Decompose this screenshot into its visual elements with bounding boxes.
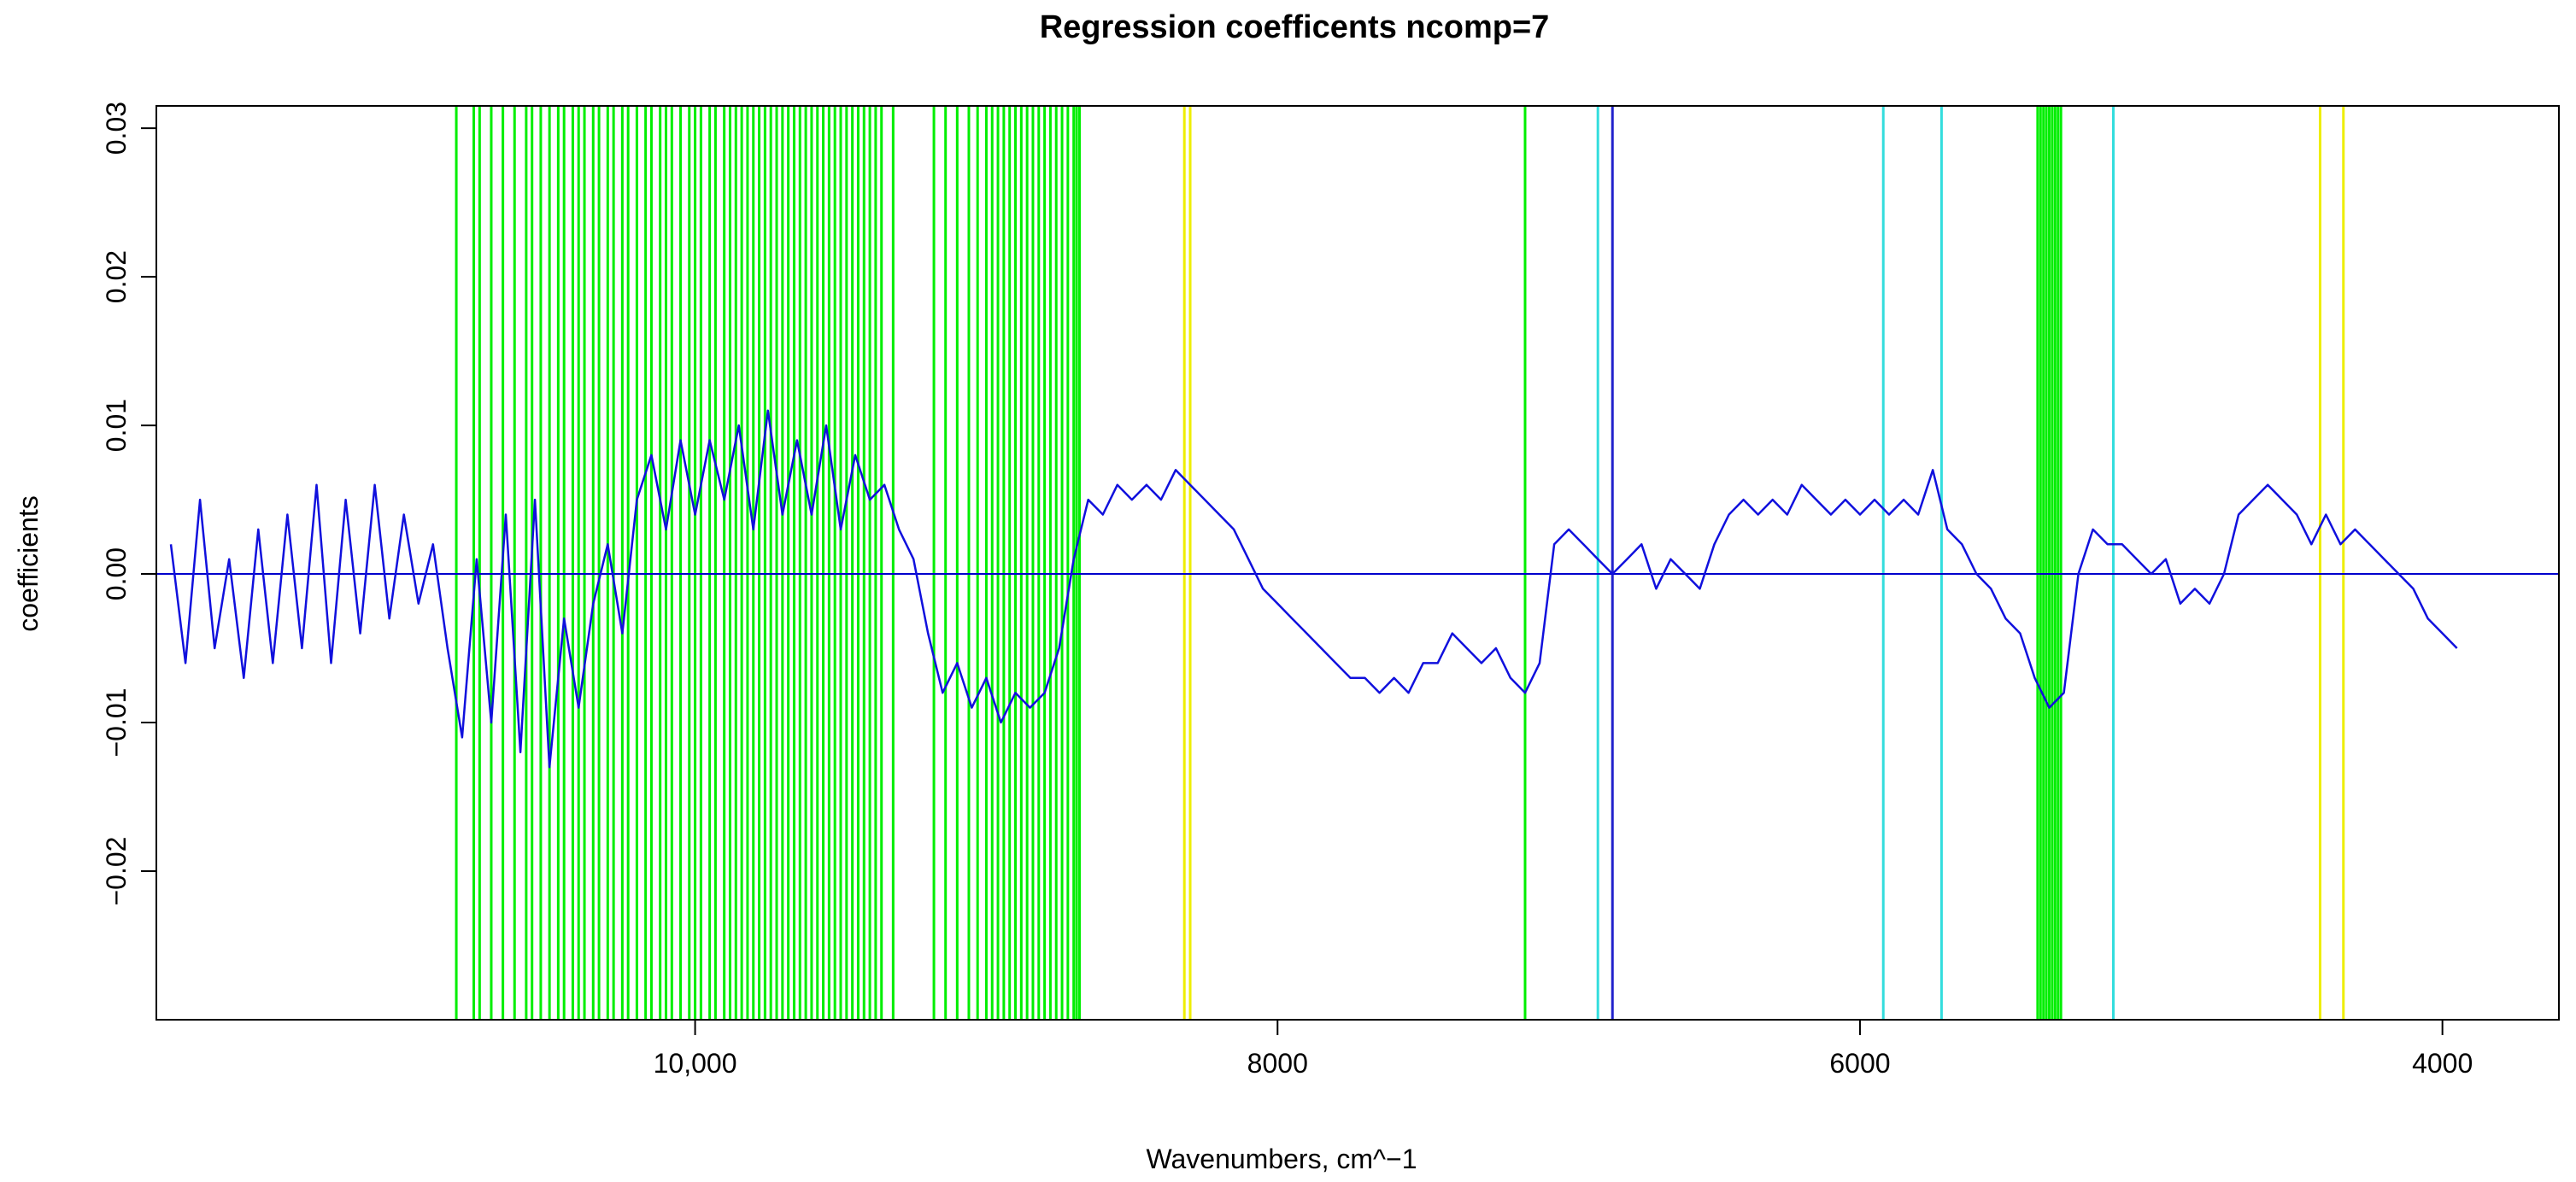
x-axis: 10,000 8000 6000 4000 <box>654 1020 2473 1079</box>
y-axis: −0.02 −0.01 0.00 0.01 0.02 0.03 <box>101 102 156 906</box>
highlight-lines <box>455 106 2345 1020</box>
y-tick-label-3: 0.01 <box>101 399 132 452</box>
x-tick-label-0: 10,000 <box>654 1048 737 1079</box>
plot-frame <box>155 105 2560 1021</box>
series-line-0 <box>169 409 2458 769</box>
y-tick-label-2: 0.00 <box>101 547 132 600</box>
y-tick-label-5: 0.03 <box>101 102 132 155</box>
chart-title: Regression coefficents ncomp=7 <box>1040 9 1550 45</box>
y-tick-label-1: −0.01 <box>101 688 132 758</box>
y-axis-label: coefficients <box>13 495 44 632</box>
x-tick-label-2: 6000 <box>1829 1048 1890 1079</box>
x-tick-label-1: 8000 <box>1247 1048 1308 1079</box>
series-layer <box>169 409 2458 769</box>
x-tick-label-3: 4000 <box>2412 1048 2473 1079</box>
y-tick-label-4: 0.02 <box>101 250 132 303</box>
x-axis-label: Wavenumbers, cm^−1 <box>1146 1144 1417 1174</box>
y-tick-label-0: −0.02 <box>101 837 132 906</box>
